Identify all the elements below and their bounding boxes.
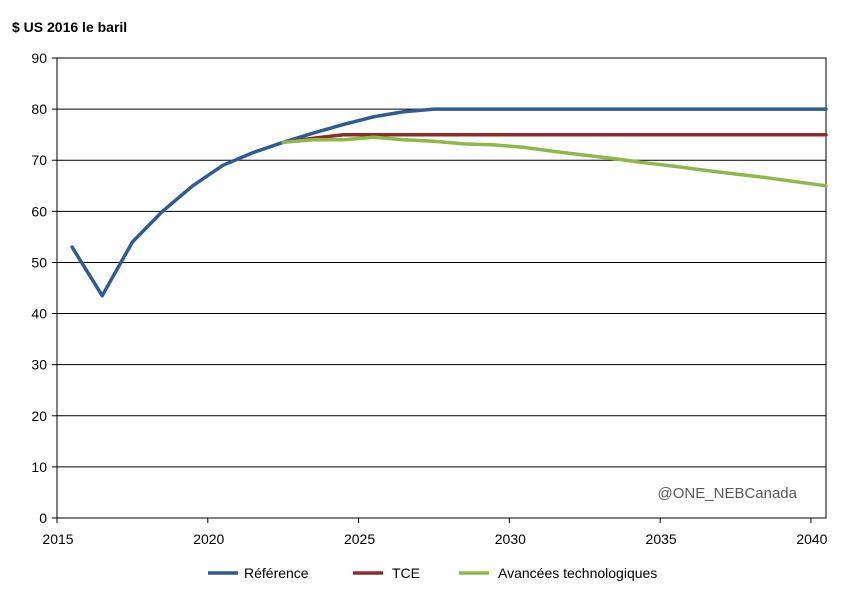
y-axis-title: $ US 2016 le baril [12,19,127,35]
y-tick-label: 30 [31,357,47,373]
series-line-1 [281,132,828,145]
watermark-annotation: @ONE_NEBCanada [658,485,798,502]
x-tick-label: 2030 [495,531,526,547]
legend-item-2: Avancées technologiques [459,565,657,581]
legend-label: TCE [392,565,420,581]
y-axis: 0 10 20 30 40 50 60 70 80 90 [31,50,57,526]
y-tick-label: 80 [31,101,47,117]
y-tick-label: 40 [31,306,47,322]
x-tick-label: 2025 [344,531,375,547]
x-tick-label: 2020 [193,531,224,547]
legend-item-0: Référence [208,565,309,581]
y-tick-label: 70 [31,152,47,168]
y-tick-label: 10 [31,459,47,475]
legend: Référence TCE Avancées technologiques [208,565,657,581]
x-tick-label: 2035 [646,531,677,547]
plot-area-border [56,57,827,519]
series-line-2 [281,135,828,188]
y-tick-label: 60 [31,203,47,219]
y-tick-label: 0 [39,510,47,526]
series-lines [70,107,828,298]
gridlines [57,108,826,468]
x-tick-label: 2040 [796,531,827,547]
legend-label: Référence [244,565,309,581]
x-tick-label: 2015 [42,531,73,547]
y-tick-label: 50 [31,254,47,270]
legend-label: Avancées technologiques [498,565,657,581]
y-tick-label: 90 [31,50,47,66]
y-tick-label: 20 [31,408,47,424]
series-line-0 [70,107,828,298]
legend-item-1: TCE [353,565,420,581]
x-axis: 2015 2020 2025 2030 2035 2040 [42,518,828,547]
